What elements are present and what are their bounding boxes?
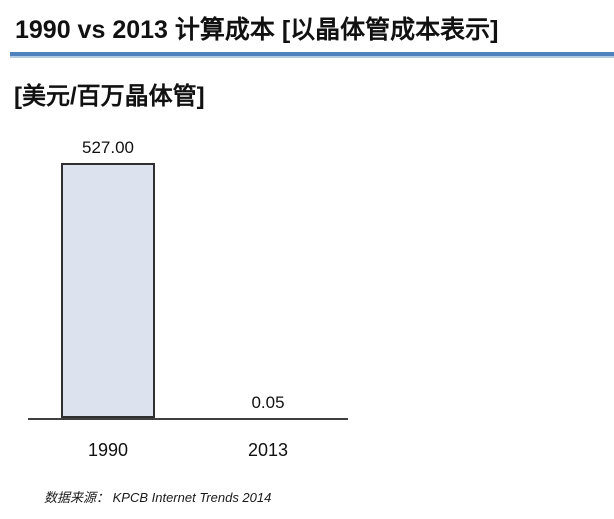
bar-chart-plot-area: 527.00 0.05 <box>28 138 348 420</box>
category-axis-labels: 1990 2013 <box>28 440 348 462</box>
value-label-1990: 527.00 <box>82 138 134 157</box>
title-divider <box>10 52 614 58</box>
page-title: 1990 vs 2013 计算成本 [以晶体管成本表示] <box>15 16 499 44</box>
value-label-2013: 0.05 <box>251 393 285 412</box>
source-note: 数据来源： KPCB Internet Trends 2014 <box>44 490 272 505</box>
category-label-2013: 2013 <box>247 440 289 460</box>
category-label-1990: 1990 <box>87 440 129 460</box>
axis-unit-label: [美元/百万晶体管] <box>14 83 205 110</box>
bar-1990 <box>61 163 155 418</box>
